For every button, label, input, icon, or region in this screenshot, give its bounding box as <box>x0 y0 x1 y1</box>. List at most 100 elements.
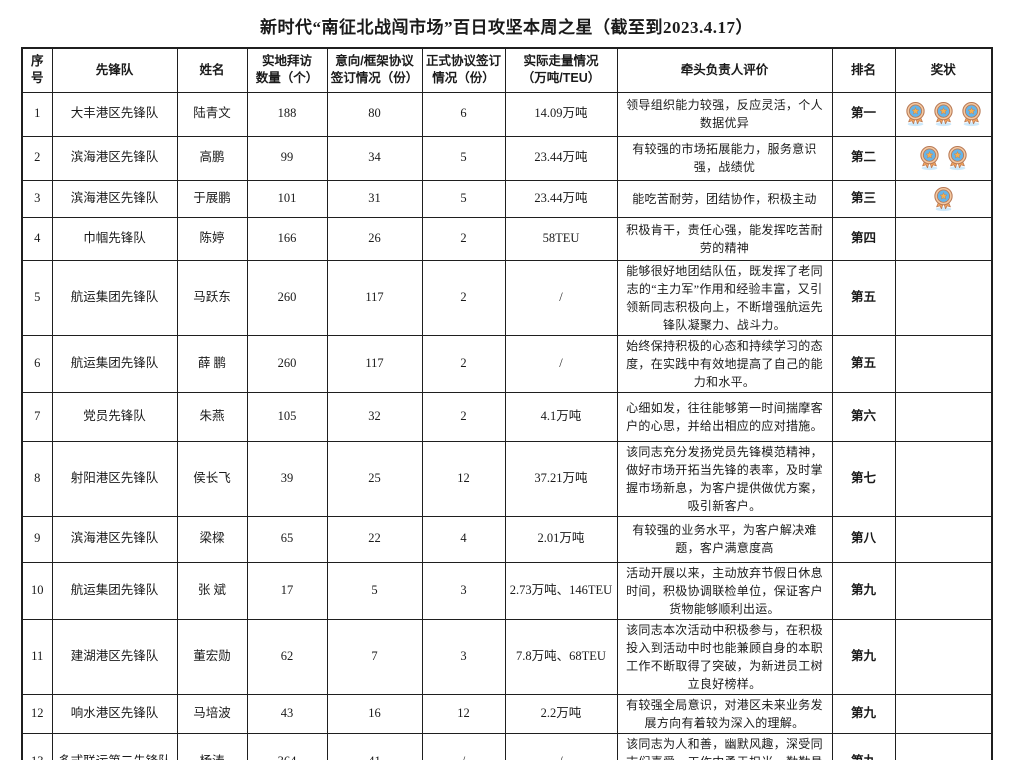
cell-volume: 2.2万吨 <box>504 693 618 734</box>
cell-no: 7 <box>21 391 53 442</box>
cell-intent: 16 <box>326 693 423 734</box>
cell-name: 薛 鹏 <box>176 334 248 393</box>
cell-awards <box>894 334 993 393</box>
cell-evaluation: 能吃苦耐劳，团结协作，积极主动 <box>616 179 833 218</box>
cell-rank: 第九 <box>831 693 896 734</box>
cell-visits: 99 <box>246 135 328 181</box>
table-row: 8 射阳港区先锋队 侯长飞 39 25 12 37.21万吨 该同志充分发扬党员先锋模范精神，… <box>21 440 993 517</box>
cell-rank: 第九 <box>831 732 896 760</box>
column-header-visits: 实地拜访 数量（个） <box>246 47 328 93</box>
cell-team: 航运集团先锋队 <box>51 259 178 336</box>
cell-visits: 364 <box>246 732 328 760</box>
cell-rank: 第五 <box>831 259 896 336</box>
medal-icon <box>920 145 939 171</box>
cell-intent: 25 <box>326 440 423 517</box>
cell-evaluation: 该同志本次活动中积极参与，在积极投入到活动中时也能兼顾自身的本职工作不断取得了突… <box>616 618 833 695</box>
cell-team: 多式联运第二先锋队 <box>51 732 178 760</box>
cell-intent: 22 <box>326 515 423 563</box>
cell-team: 巾帼先锋队 <box>51 216 178 261</box>
cell-formal: 2 <box>421 259 506 336</box>
cell-no: 12 <box>21 693 53 734</box>
cell-evaluation: 该同志为人和善，幽默风趣，深受同志们喜爱，工作中勇于担当，勤勤恳恳。 <box>616 732 833 760</box>
cell-rank: 第六 <box>831 391 896 442</box>
cell-team: 射阳港区先锋队 <box>51 440 178 517</box>
cell-no: 2 <box>21 135 53 181</box>
cell-visits: 260 <box>246 259 328 336</box>
table-row: 11 建湖港区先锋队 董宏勋 62 7 3 7.8万吨、68TEU 该同志本次活动中积极参与，… <box>21 618 993 695</box>
medal-icon <box>948 145 967 171</box>
cell-visits: 166 <box>246 216 328 261</box>
cell-rank: 第一 <box>831 91 896 137</box>
cell-evaluation: 该同志充分发扬党员先锋模范精神，做好市场开拓当先锋的表率，及时掌握市场新息，为客… <box>616 440 833 517</box>
cell-awards <box>894 179 993 218</box>
cell-rank: 第二 <box>831 135 896 181</box>
cell-volume: 23.44万吨 <box>504 179 618 218</box>
table-row: 4 巾帼先锋队 陈婷 166 26 2 58TEU 积极肯干，责任心强，能发挥吃苦耐劳的精神第… <box>21 216 993 261</box>
cell-visits: 62 <box>246 618 328 695</box>
cell-volume: 7.8万吨、68TEU <box>504 618 618 695</box>
cell-no: 10 <box>21 561 53 620</box>
cell-name: 马培波 <box>176 693 248 734</box>
cell-volume: 23.44万吨 <box>504 135 618 181</box>
cell-visits: 65 <box>246 515 328 563</box>
cell-intent: 31 <box>326 179 423 218</box>
cell-awards <box>894 693 993 734</box>
cell-no: 13 <box>21 732 53 760</box>
cell-rank: 第七 <box>831 440 896 517</box>
column-header-evaluation: 牵头负责人评价 <box>616 47 833 93</box>
medal-group <box>899 186 989 212</box>
cell-intent: 7 <box>326 618 423 695</box>
cell-evaluation: 有较强的市场拓展能力，服务意识强，战绩优 <box>616 135 833 181</box>
cell-team: 滨海港区先锋队 <box>51 515 178 563</box>
cell-team: 党员先锋队 <box>51 391 178 442</box>
column-header-team: 先锋队 <box>51 47 178 93</box>
cell-visits: 101 <box>246 179 328 218</box>
cell-team: 建湖港区先锋队 <box>51 618 178 695</box>
cell-evaluation: 积极肯干，责任心强，能发挥吃苦耐劳的精神 <box>616 216 833 261</box>
cell-awards <box>894 618 993 695</box>
cell-no: 8 <box>21 440 53 517</box>
cell-rank: 第三 <box>831 179 896 218</box>
column-header-no: 序号 <box>21 47 53 93</box>
cell-name: 梁樑 <box>176 515 248 563</box>
table-row: 10 航运集团先锋队张 斌 17 5 3 2.73万吨、146TEU 活动开展以来，主动放弃… <box>21 561 993 620</box>
cell-awards <box>894 391 993 442</box>
cell-name: 马跃东 <box>176 259 248 336</box>
cell-volume: 4.1万吨 <box>504 391 618 442</box>
cell-no: 3 <box>21 179 53 218</box>
table-row: 5 航运集团先锋队 马跃东 260 117 2/能够很好地团结队伍，既发挥了老同志的“主力… <box>21 259 993 336</box>
cell-awards <box>894 135 993 181</box>
cell-evaluation: 领导组织能力较强，反应灵活，个人数据优异 <box>616 91 833 137</box>
cell-rank: 第四 <box>831 216 896 261</box>
table-row: 12 响水港区先锋队 马培波 43 16 12 2.2万吨 有较强全局意识，对港区未来业务发展… <box>21 693 993 734</box>
table-row: 7 党员先锋队 朱燕 105 32 2 4.1万吨 心细如发，往往能够第一时间揣摩客户的心思，… <box>21 391 993 442</box>
cell-rank: 第九 <box>831 561 896 620</box>
cell-team: 滨海港区先锋队 <box>51 179 178 218</box>
cell-evaluation: 活动开展以来，主动放弃节假日休息时间，积极协调联检单位，保证客户货物能够顺利出运… <box>616 561 833 620</box>
cell-volume: 2.01万吨 <box>504 515 618 563</box>
table-row: 6 航运集团先锋队薛 鹏 260 117 2/始终保持积极的心态和持续学习的态度，在实践… <box>21 334 993 393</box>
cell-team: 航运集团先锋队 <box>51 334 178 393</box>
cell-volume: 58TEU <box>504 216 618 261</box>
table-header-row: 序号 先锋队 姓名 实地拜访 数量（个） 意向/框架协议 签订情况（份） 正式协议签订 情… <box>21 47 993 93</box>
cell-intent: 34 <box>326 135 423 181</box>
cell-evaluation: 心细如发，往往能够第一时间揣摩客户的心思，并给出相应的应对措施。 <box>616 391 833 442</box>
medal-icon <box>962 101 981 127</box>
cell-name: 朱燕 <box>176 391 248 442</box>
medal-group <box>899 101 989 127</box>
cell-formal: 3 <box>421 618 506 695</box>
cell-awards <box>894 440 993 517</box>
cell-no: 11 <box>21 618 53 695</box>
cell-intent: 41 <box>326 732 423 760</box>
medal-icon <box>906 101 925 127</box>
column-header-rank: 排名 <box>831 47 896 93</box>
cell-formal: 2 <box>421 391 506 442</box>
cell-intent: 117 <box>326 334 423 393</box>
cell-visits: 17 <box>246 561 328 620</box>
table-row: 13多式联运第二先锋队杨涛36441//该同志为人和善，幽默风趣，深受同志们喜爱… <box>21 732 993 760</box>
table-row: 1 大丰港区先锋队 陆青文 188 80 6 14.09万吨 领导组织能力较强，反应灵活，个人… <box>21 91 993 137</box>
cell-intent: 5 <box>326 561 423 620</box>
cell-formal: 4 <box>421 515 506 563</box>
column-header-volume: 实际走量情况 （万吨/TEU） <box>504 47 618 93</box>
